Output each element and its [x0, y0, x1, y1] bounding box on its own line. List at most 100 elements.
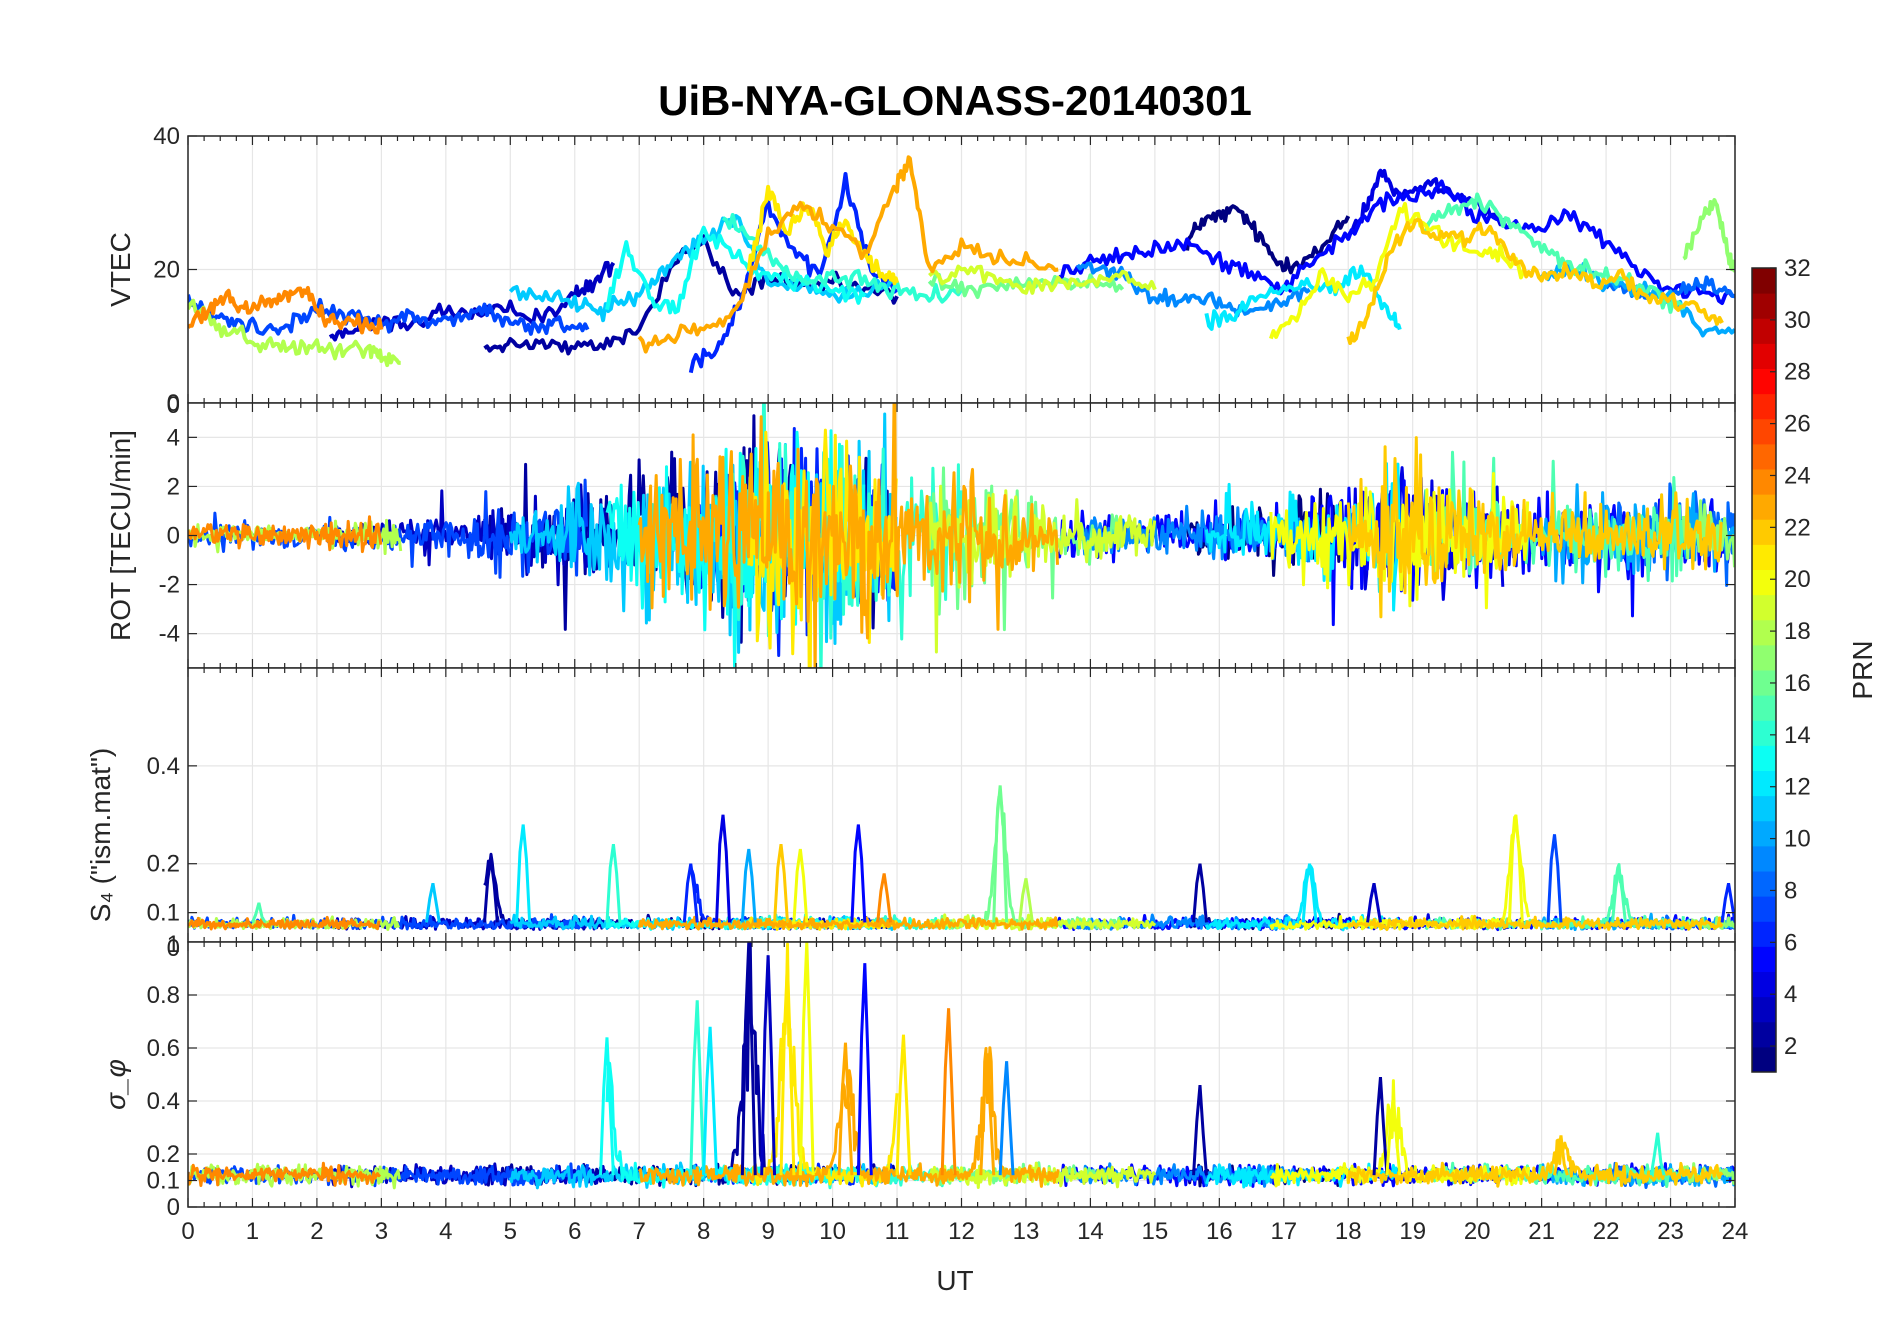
sigma-spike — [940, 1008, 957, 1176]
vtec-series-prn-18 — [188, 298, 401, 368]
y-tick-label: 0 — [167, 523, 180, 550]
y-tick-label: 0.2 — [147, 1141, 180, 1168]
colorbar-segment — [1752, 845, 1776, 872]
s4-y-label: S₄ ("ism.mat") — [85, 748, 116, 922]
colorbar-frame — [1751, 267, 1777, 1073]
vtec-series-prn-7 — [188, 294, 590, 336]
colorbar-tick-label: 20 — [1784, 566, 1811, 593]
vtec-series-prn-12 — [1204, 264, 1402, 331]
colorbar-segment — [1752, 494, 1776, 520]
colorbar-segment — [1752, 820, 1776, 847]
vtec-series-prn-15 — [1423, 192, 1686, 314]
y-tick-label: 0.1 — [147, 1168, 180, 1195]
colorbar-tick-label: 10 — [1784, 826, 1811, 853]
rot-series-group — [188, 403, 1735, 668]
y-tick-label: 0.8 — [147, 982, 180, 1009]
colorbar-tick-label: 12 — [1784, 774, 1811, 801]
sigma-spike — [740, 942, 757, 1176]
s4-series-prn-19 — [928, 913, 1157, 932]
vtec-series-prn-20 — [1269, 201, 1531, 340]
sigma-series-prn-11 — [508, 1161, 899, 1190]
vtec-series-group — [188, 155, 1735, 374]
panel-vtec: 0 20 40 VTEC — [105, 123, 1736, 417]
sigma-series-prn-17 — [1681, 1162, 1735, 1185]
colorbar-segment — [1752, 343, 1776, 369]
y-tick-label: 0.4 — [147, 1088, 180, 1115]
sigma-spike — [779, 963, 796, 1176]
colorbar-segment — [1752, 896, 1776, 922]
sigma-spike — [837, 1042, 854, 1176]
y-tick-label: 0 — [167, 935, 180, 962]
x-tick-label: 16 — [1206, 1218, 1233, 1245]
colorbar-segment — [1752, 519, 1776, 545]
colorbar-segment — [1752, 368, 1776, 395]
x-tick-label: 11 — [885, 1218, 910, 1245]
x-tick-label: 3 — [375, 1218, 388, 1245]
x-tick-label: 18 — [1335, 1218, 1362, 1245]
sigma-spike — [1192, 1084, 1208, 1176]
sigma-spike — [895, 1034, 912, 1176]
colorbar-segment — [1752, 318, 1776, 344]
vtec-series-prn-19 — [928, 264, 1157, 295]
colorbar-segment — [1752, 795, 1776, 822]
rot-series-prn-23 — [637, 403, 1059, 668]
s4-spike — [605, 843, 622, 923]
x-tick-label: 22 — [1593, 1218, 1620, 1245]
x-tick-label: 24 — [1722, 1218, 1749, 1245]
x-tick-label: 0 — [181, 1218, 194, 1245]
vtec-series-prn-16 — [927, 272, 1125, 299]
colorbar-tick-label: 14 — [1784, 722, 1811, 749]
y-tick-label: -4 — [159, 621, 180, 648]
x-tick-label: 1 — [246, 1218, 259, 1245]
x-tick-label: 14 — [1077, 1218, 1104, 1245]
colorbar-segment — [1752, 619, 1776, 646]
sigma-series-group — [188, 942, 1735, 1190]
s4-spike — [740, 848, 757, 923]
vtec-series-prn-9 — [1075, 261, 1311, 318]
sigma-spike — [1553, 1135, 1569, 1176]
sigma-spike — [979, 1053, 996, 1176]
colorbar-segment — [1752, 393, 1776, 420]
colorbar-segment — [1752, 469, 1776, 495]
rot-series-prn-22 — [1346, 436, 1723, 619]
s4-spike — [682, 863, 699, 923]
sigma-spike — [702, 1026, 719, 1176]
sigma-spike — [998, 1061, 1015, 1176]
y-tick-label: 0.1 — [147, 900, 180, 927]
sigma-spike — [856, 963, 873, 1176]
vtec-series-prn-24 — [188, 285, 384, 335]
sigma-spike — [1372, 1077, 1389, 1176]
colorbar-tick-label: 28 — [1784, 359, 1811, 386]
s4-spike — [1507, 814, 1524, 923]
y-tick-label: 20 — [153, 257, 180, 284]
vtec-series-prn-22 — [1346, 217, 1724, 345]
s4-series-group — [188, 785, 1735, 932]
sigma-spike — [798, 942, 815, 1176]
sigma-y-label: σ_φ — [100, 1059, 131, 1110]
colorbar-tick-label: 22 — [1784, 514, 1811, 541]
s4-series-prn-22 — [1346, 914, 1724, 931]
x-tick-label: 19 — [1399, 1218, 1426, 1245]
colorbar-segment — [1752, 921, 1776, 947]
y-tick-label: 40 — [153, 123, 180, 150]
x-tick-label: 23 — [1657, 1218, 1684, 1245]
sigma-spike — [760, 955, 777, 1176]
vtec-series-prn-5 — [1056, 179, 1735, 305]
colorbar-label: PRN — [1847, 640, 1878, 699]
vtec-series-prn-1 — [1185, 204, 1351, 275]
colorbar-tick-label: 6 — [1784, 929, 1797, 956]
colorbar-tick-label: 4 — [1784, 981, 1797, 1008]
x-tick-label: 8 — [697, 1218, 710, 1245]
colorbar-tick-label: 24 — [1784, 462, 1811, 489]
y-tick-label: 2 — [167, 473, 180, 500]
colorbar-tick-label: 30 — [1784, 307, 1811, 334]
y-tick-label: 0 — [167, 392, 180, 419]
panel-sigma_phi: 100.10.20.40.60.8σ_φ0 1 2 3 4 5 6 7 8 9 10 11 12 13 14… — [100, 931, 1748, 1245]
s4-spike — [483, 858, 499, 923]
sigma-spike — [689, 1000, 706, 1176]
x-tick-label: 10 — [819, 1218, 846, 1245]
x-axis-label: UT — [936, 1265, 973, 1296]
x-tick-label: 21 — [1528, 1218, 1555, 1245]
